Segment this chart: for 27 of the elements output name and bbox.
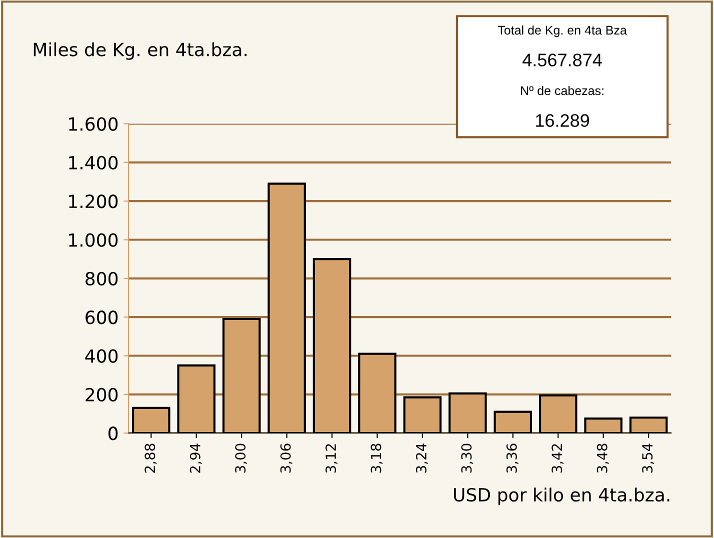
y-tick-label: 400 [85,349,118,363]
y-tick-label: 600 [86,310,118,324]
y-tick-label: 1.000 [69,233,118,247]
y-axis-title: Miles de Kg. en 4ta.bza. [34,42,247,60]
x-tick-label: 3,24 [416,444,428,473]
x-tick-label: 3,18 [370,444,383,473]
x-tick-label: 3,12 [326,444,338,473]
y-tick-label: 800 [86,272,118,286]
x-tick-label: 3,54 [642,444,654,473]
x-tick-label: 3,00 [235,444,248,473]
x-tick-label: 2,94 [190,444,202,473]
text: Total de Kg. en 4ta Bza [498,25,627,38]
x-tick-label: 3,42 [552,444,564,473]
x-tick-label: 2,88 [144,444,157,473]
y-tick-label: 1.200 [69,194,118,208]
y-tick-label: 1.400 [69,156,118,170]
y-tick-label: 200 [86,388,118,402]
x-tick-label: 3,36 [506,444,518,473]
x-tick-label: 3,06 [280,444,292,473]
y-tick-label: 0 [108,426,118,440]
annotation: 16.289 [536,114,590,127]
x-tick-label: 3,30 [461,444,474,473]
text: Nº de cabezas: [521,86,604,96]
x-tick-label: 3,48 [596,444,609,473]
text: 4.567.874 [522,54,602,66]
x-axis-title: USD por kilo en 4ta.bza. [454,488,670,506]
y-tick-label: 1.600 [69,117,118,131]
